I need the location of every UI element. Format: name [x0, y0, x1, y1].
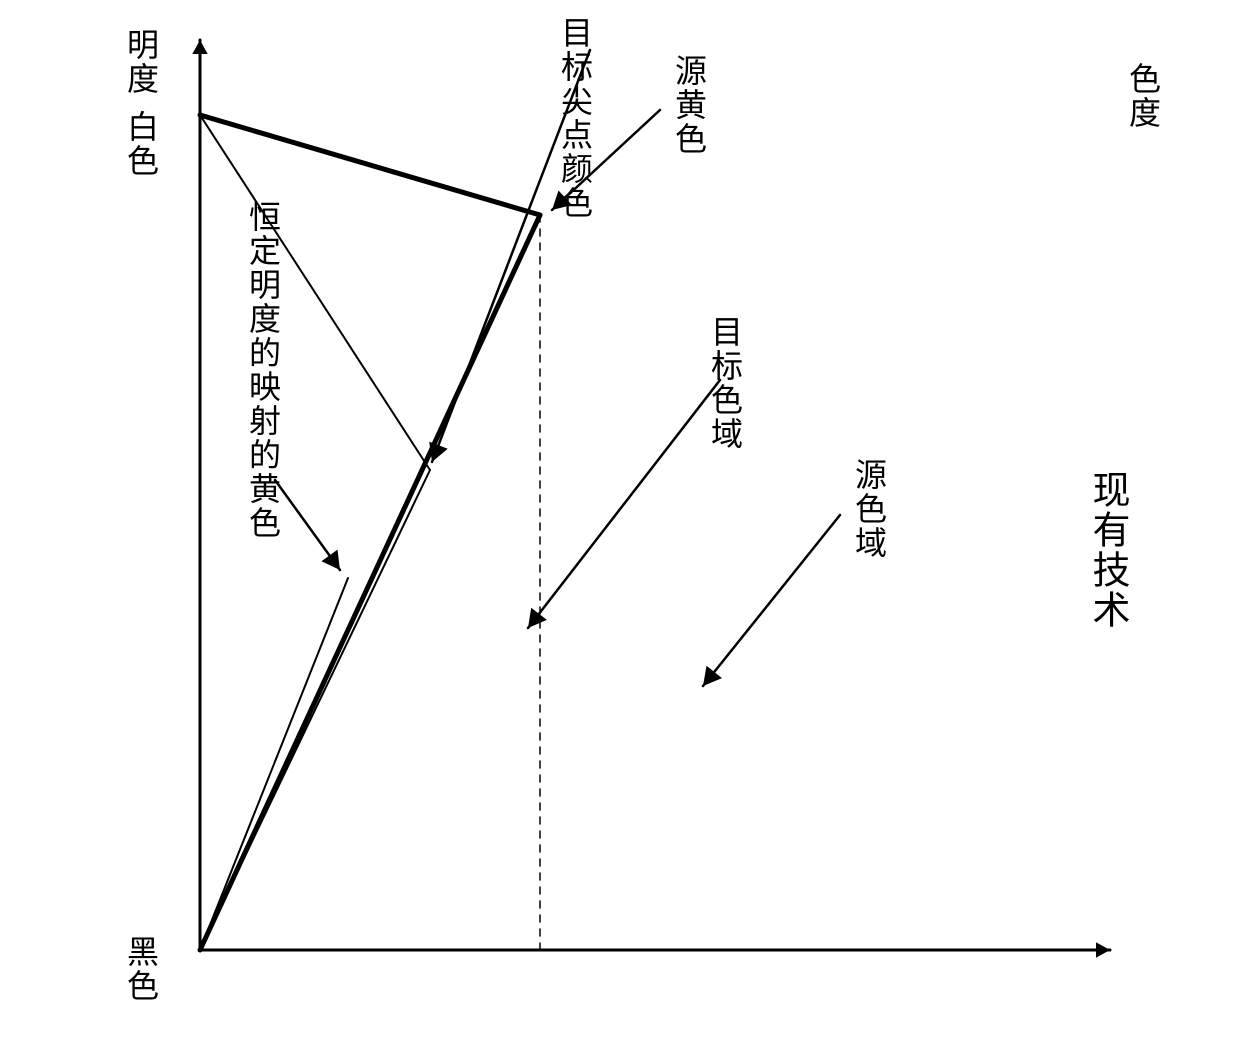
label-const-lightness-yellow: 恒定明度的映射的黄色 — [240, 200, 286, 540]
label-source-gamut: 源色域 — [846, 458, 892, 560]
mapping-line — [200, 578, 348, 950]
arr_source_gamut — [703, 515, 840, 686]
label-target-cusp: 目标尖点颜色 — [552, 16, 598, 220]
label-white: 白色 — [118, 110, 164, 178]
label-x-axis: 色度 — [1120, 62, 1166, 130]
label-target-gamut: 目标色域 — [702, 315, 748, 451]
label-y-axis: 明度 — [118, 28, 164, 96]
diagram-canvas — [0, 0, 1240, 1040]
label-source-yellow: 源黄色 — [666, 54, 712, 156]
arr_target_gamut — [528, 380, 720, 628]
label-black: 黑色 — [118, 935, 164, 1003]
target-gamut-edge — [200, 115, 430, 470]
label-prior-art: 现有技术 — [1080, 470, 1135, 630]
target-gamut-edge — [200, 470, 430, 950]
